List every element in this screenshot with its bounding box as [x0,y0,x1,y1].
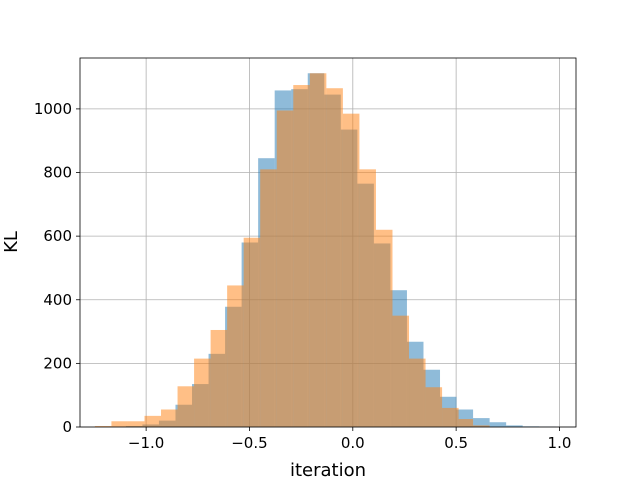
y-tick-label: 1000 [34,100,72,118]
plot-frame [79,57,577,428]
y-axis-title: KL [1,231,22,253]
histogram-bar-series-2 [326,88,343,428]
histogram-bar-series-2 [94,426,112,427]
histogram-bar-series-2 [243,237,261,427]
y-tick-label: 400 [43,291,72,309]
histogram-bar-series-2 [342,113,360,428]
histogram-bar-series-2 [260,169,277,427]
x-tick-label: −0.5 [231,434,267,452]
histogram-bar-series-2 [473,425,490,427]
histogram-bar-series-2 [111,421,128,427]
histogram-bar-series-2 [293,85,310,428]
histogram-bar-series-2 [276,110,294,428]
x-tick-label: −1.0 [128,434,164,452]
y-tick-label: 0 [62,418,72,436]
histogram-bar-series-2 [425,387,443,427]
histogram-bars [94,73,556,428]
histogram-bar-series-1 [506,425,523,427]
x-tick-label: 0.0 [341,434,365,452]
x-tick-label: 0.5 [444,434,468,452]
y-tick-label: 600 [43,227,72,245]
histogram-bar-series-2 [161,409,178,427]
y-tick-label: 200 [43,354,72,372]
histogram-bar-series-2 [210,329,228,427]
histogram-bar-series-2 [144,415,162,427]
x-axis-title: iteration [290,460,366,480]
histogram-bar-series-2 [409,358,426,427]
histogram-bar-series-1 [473,418,490,427]
histogram-bar-series-2 [359,169,376,427]
histogram-bar-series-2 [442,407,459,427]
histogram-bar-series-2 [392,315,410,427]
histogram-bar-series-2 [458,419,474,427]
y-tick-label: 800 [43,164,72,182]
histogram-bar-series-2 [309,73,327,427]
axis-ticks: −1.0 −0.5 0.0 0.5 1.0 0 200 400 600 800 1000 [34,100,572,452]
histogram-bar-series-2 [375,229,393,427]
histogram-bar-series-2 [194,358,211,427]
x-tick-label: 1.0 [548,434,572,452]
histogram-bar-series-2 [127,421,145,427]
histogram-bar-series-2 [177,386,195,427]
histogram-bar-series-1 [489,422,507,427]
histogram-bar-series-2 [227,285,244,427]
